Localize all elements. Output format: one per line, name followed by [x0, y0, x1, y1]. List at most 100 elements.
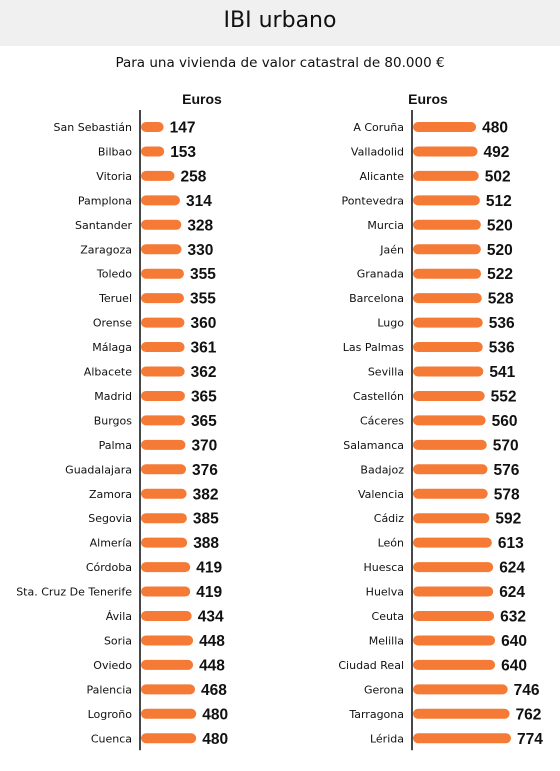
bar — [141, 366, 185, 377]
value-label: 360 — [190, 315, 216, 332]
value-label: 520 — [487, 217, 513, 234]
value-label: 361 — [191, 340, 217, 357]
category-label: Barcelona — [349, 292, 404, 305]
value-label: 512 — [486, 193, 512, 210]
bar — [141, 219, 182, 230]
category-label: Melilla — [369, 634, 404, 647]
category-label: Tarragona — [348, 708, 404, 721]
category-label: Granada — [357, 268, 404, 281]
category-label: Sevilla — [368, 366, 404, 379]
category-label: Pontevedra — [341, 194, 404, 207]
bar — [141, 244, 182, 255]
value-label: 560 — [492, 413, 518, 430]
bar — [413, 611, 495, 621]
bar — [413, 317, 483, 328]
value-label: 624 — [499, 584, 525, 601]
category-label: León — [378, 537, 404, 550]
category-label: Oviedo — [93, 659, 132, 672]
value-label: 362 — [191, 364, 217, 381]
category-label: San Sebastián — [54, 121, 133, 134]
category-label: Toledo — [96, 268, 132, 281]
category-label: Vitoria — [96, 170, 132, 183]
value-label: 640 — [501, 633, 527, 650]
bar — [141, 390, 185, 401]
value-label: 762 — [516, 706, 542, 723]
bar — [141, 611, 192, 621]
bar — [141, 122, 164, 132]
value-label: 578 — [494, 486, 520, 503]
category-label: Castellón — [353, 390, 404, 403]
category-label: Palma — [99, 439, 132, 452]
category-label: Cáceres — [360, 414, 404, 427]
category-label: Almería — [90, 537, 132, 550]
category-label: Lérida — [370, 732, 404, 745]
category-label: Murcia — [367, 219, 404, 232]
category-label: Córdoba — [86, 561, 132, 574]
value-label: 480 — [202, 731, 228, 748]
title-band — [0, 0, 560, 46]
bar — [141, 268, 184, 279]
category-label: Cuenca — [91, 732, 132, 745]
value-label: 419 — [196, 560, 222, 577]
bar — [413, 537, 492, 548]
value-label: 370 — [191, 437, 217, 454]
value-label: 536 — [489, 340, 515, 357]
value-label: 640 — [501, 657, 527, 674]
bar — [141, 684, 196, 695]
bar — [141, 146, 165, 157]
category-label: Cádiz — [374, 512, 404, 525]
bar — [413, 219, 481, 230]
value-label: 448 — [199, 657, 225, 674]
chart-subtitle: Para una vivienda de valor catastral de … — [115, 55, 445, 71]
unit-label: Euros — [408, 91, 448, 107]
category-label: Valladolid — [351, 145, 404, 158]
value-label: 434 — [198, 609, 224, 626]
bar — [413, 366, 484, 377]
bar — [413, 513, 490, 524]
value-label: 448 — [199, 633, 225, 650]
bar — [141, 562, 191, 573]
bar — [141, 635, 194, 646]
category-label: Bilbao — [98, 145, 132, 158]
value-label: 385 — [193, 511, 219, 528]
category-label: Málaga — [92, 341, 132, 354]
value-label: 522 — [487, 266, 513, 283]
value-label: 388 — [193, 535, 219, 552]
bar — [141, 415, 185, 426]
bar — [413, 146, 478, 157]
category-label: Ceuta — [372, 610, 404, 623]
bar — [141, 733, 197, 744]
bar — [413, 562, 494, 573]
value-label: 258 — [180, 168, 206, 185]
bar — [413, 684, 508, 695]
bar — [413, 708, 510, 719]
value-label: 552 — [491, 388, 517, 405]
bar — [141, 513, 187, 524]
category-label: Albacete — [84, 366, 132, 379]
bar — [141, 586, 191, 597]
unit-label: Euros — [182, 91, 222, 107]
value-label: 468 — [201, 682, 227, 699]
value-label: 153 — [170, 144, 196, 161]
category-label: Huesca — [363, 561, 404, 574]
value-label: 774 — [517, 731, 543, 748]
value-label: 632 — [500, 609, 526, 626]
bar — [413, 170, 479, 181]
bar — [413, 488, 488, 499]
bar — [141, 293, 184, 304]
value-label: 480 — [202, 706, 228, 723]
category-label: Logroño — [88, 708, 133, 721]
bar — [413, 464, 488, 475]
value-label: 355 — [190, 266, 216, 283]
bar — [141, 439, 186, 450]
value-label: 365 — [191, 388, 217, 405]
category-label: Pamplona — [78, 194, 132, 207]
bar — [141, 537, 188, 548]
category-label: Jaén — [379, 243, 404, 256]
category-label: Alicante — [360, 170, 405, 183]
value-label: 492 — [484, 144, 510, 161]
value-label: 382 — [193, 486, 219, 503]
category-label: Orense — [93, 317, 132, 330]
value-label: 147 — [170, 120, 196, 137]
